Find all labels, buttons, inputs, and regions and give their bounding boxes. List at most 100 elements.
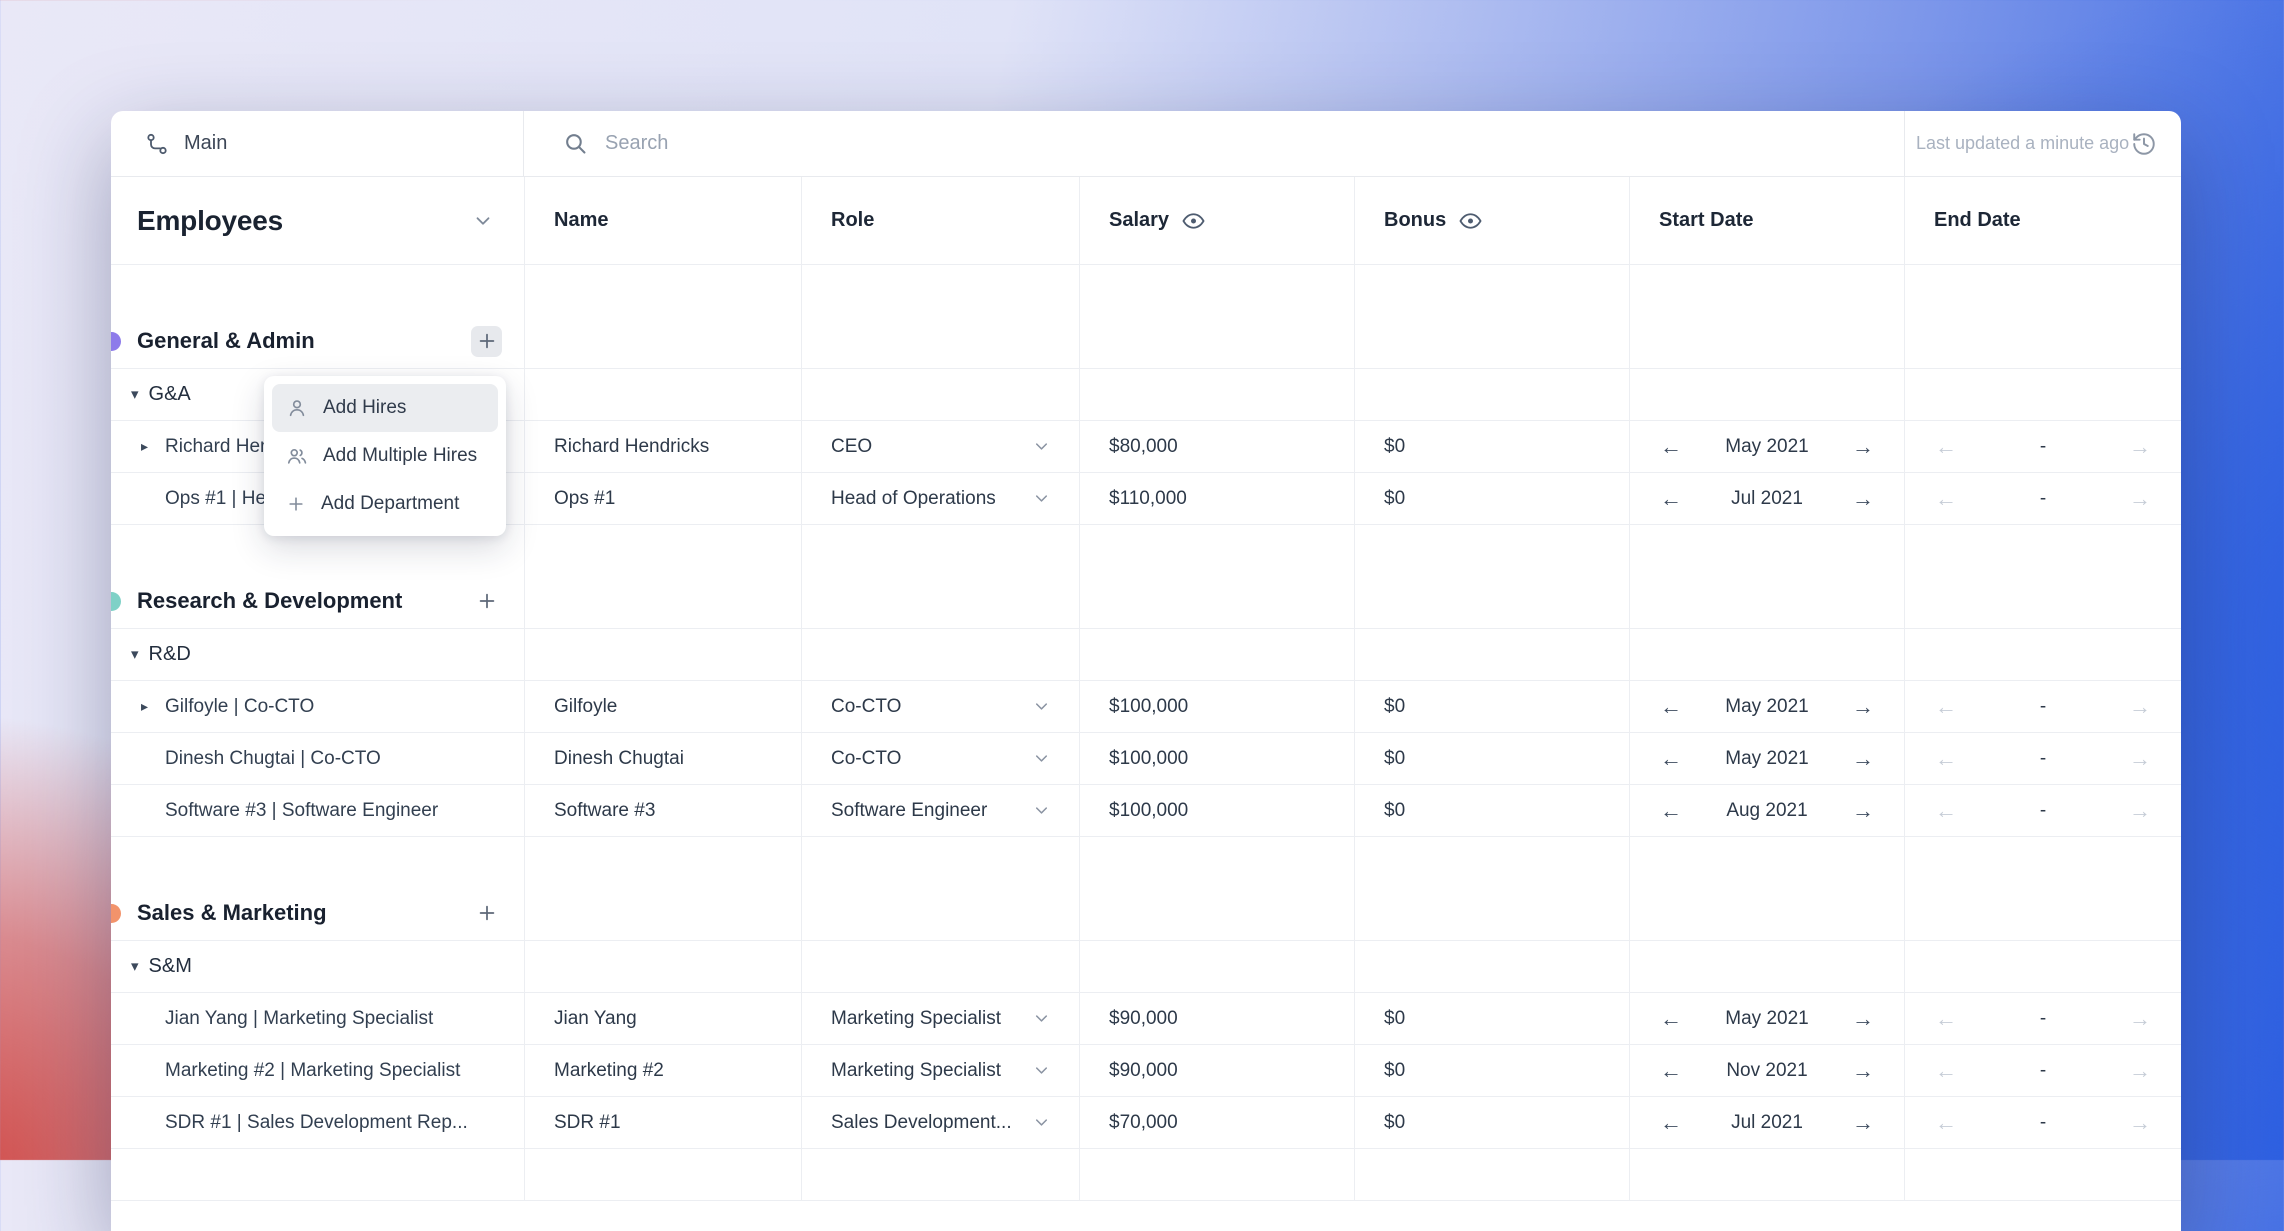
- column-header-bonus[interactable]: Bonus: [1354, 177, 1629, 264]
- column-header-name[interactable]: Name: [524, 177, 801, 264]
- arrow-right-icon[interactable]: →: [2128, 433, 2151, 459]
- arrow-right-icon[interactable]: →: [1851, 745, 1874, 771]
- arrow-right-icon[interactable]: →: [1852, 1057, 1874, 1083]
- arrow-left-icon[interactable]: ←: [1660, 1057, 1682, 1083]
- cell-name[interactable]: Richard Hendricks: [524, 421, 801, 472]
- cell-end-date[interactable]: ← - →: [1904, 421, 2181, 472]
- cell-salary[interactable]: $90,000: [1079, 1045, 1354, 1096]
- menu-item-add-hires[interactable]: Add Hires: [272, 384, 498, 432]
- cell-bonus[interactable]: $0: [1354, 473, 1629, 524]
- add-button-sales-marketing[interactable]: [471, 898, 502, 929]
- cell-start-date[interactable]: ← Aug 2021 →: [1629, 785, 1904, 836]
- arrow-right-icon[interactable]: →: [2128, 797, 2151, 823]
- sheet-selector[interactable]: Employees: [111, 177, 524, 264]
- column-header-end-date[interactable]: End Date: [1904, 177, 2181, 264]
- arrow-left-icon[interactable]: ←: [1660, 797, 1682, 823]
- cell-role[interactable]: Co-CTO: [801, 733, 1079, 784]
- sidebar-item-employee[interactable]: Dinesh Chugtai | Co-CTO: [111, 733, 524, 784]
- sidebar-item-employee[interactable]: Jian Yang | Marketing Specialist: [111, 993, 524, 1044]
- cell-end-date[interactable]: ← - →: [1904, 473, 2181, 524]
- eye-icon[interactable]: [1459, 212, 1482, 229]
- cell-end-date[interactable]: ← - →: [1904, 785, 2181, 836]
- caret-down-icon[interactable]: ▾: [131, 386, 139, 403]
- arrow-left-icon[interactable]: ←: [1660, 485, 1682, 511]
- arrow-right-icon[interactable]: →: [2128, 693, 2151, 719]
- cell-name[interactable]: Dinesh Chugtai: [524, 733, 801, 784]
- arrow-left-icon[interactable]: ←: [1935, 745, 1957, 771]
- cell-end-date[interactable]: ← - →: [1904, 1097, 2181, 1148]
- arrow-right-icon[interactable]: →: [2128, 485, 2151, 511]
- cell-end-date[interactable]: ← - →: [1904, 993, 2181, 1044]
- cell-name[interactable]: Software #3: [524, 785, 801, 836]
- sidebar-item-employee[interactable]: ▸ Gilfoyle | Co-CTO: [111, 681, 524, 732]
- cell-salary[interactable]: $100,000: [1079, 681, 1354, 732]
- cell-bonus[interactable]: $0: [1354, 421, 1629, 472]
- cell-start-date[interactable]: ← May 2021 →: [1629, 681, 1904, 732]
- menu-item-add-department[interactable]: Add Department: [272, 480, 498, 528]
- cell-bonus[interactable]: $0: [1354, 681, 1629, 732]
- column-header-salary[interactable]: Salary: [1079, 177, 1354, 264]
- arrow-right-icon[interactable]: →: [1852, 485, 1874, 511]
- cell-bonus[interactable]: $0: [1354, 1097, 1629, 1148]
- cell-salary[interactable]: $90,000: [1079, 993, 1354, 1044]
- arrow-left-icon[interactable]: ←: [1935, 693, 1957, 719]
- cell-end-date[interactable]: ← - →: [1904, 733, 2181, 784]
- scenario-nav[interactable]: Main: [111, 111, 524, 176]
- cell-bonus[interactable]: $0: [1354, 785, 1629, 836]
- search-bar[interactable]: [524, 111, 1904, 176]
- cell-end-date[interactable]: ← - →: [1904, 1045, 2181, 1096]
- cell-start-date[interactable]: ← May 2021 →: [1629, 993, 1904, 1044]
- search-input[interactable]: [605, 132, 1205, 155]
- arrow-right-icon[interactable]: →: [1852, 1109, 1874, 1135]
- cell-start-date[interactable]: ← May 2021 →: [1629, 421, 1904, 472]
- arrow-left-icon[interactable]: ←: [1935, 433, 1957, 459]
- cell-role[interactable]: Co-CTO: [801, 681, 1079, 732]
- menu-item-add-multiple-hires[interactable]: Add Multiple Hires: [272, 432, 498, 480]
- cell-salary[interactable]: $70,000: [1079, 1097, 1354, 1148]
- eye-icon[interactable]: [1182, 212, 1205, 229]
- caret-down-icon[interactable]: ▾: [131, 958, 139, 975]
- column-header-start-date[interactable]: Start Date: [1629, 177, 1904, 264]
- column-header-role[interactable]: Role: [801, 177, 1079, 264]
- cell-name[interactable]: Marketing #2: [524, 1045, 801, 1096]
- arrow-left-icon[interactable]: ←: [1935, 1109, 1957, 1135]
- cell-name[interactable]: SDR #1: [524, 1097, 801, 1148]
- arrow-left-icon[interactable]: ←: [1660, 433, 1682, 459]
- arrow-right-icon[interactable]: →: [1851, 433, 1874, 459]
- history-icon[interactable]: [2131, 131, 2157, 157]
- arrow-right-icon[interactable]: →: [2128, 1005, 2151, 1031]
- cell-end-date[interactable]: ← - →: [1904, 681, 2181, 732]
- arrow-left-icon[interactable]: ←: [1660, 745, 1682, 771]
- arrow-right-icon[interactable]: →: [1851, 1005, 1874, 1031]
- cell-start-date[interactable]: ← Nov 2021 →: [1629, 1045, 1904, 1096]
- cell-bonus[interactable]: $0: [1354, 733, 1629, 784]
- arrow-right-icon[interactable]: →: [1851, 797, 1874, 823]
- arrow-left-icon[interactable]: ←: [1935, 797, 1957, 823]
- arrow-left-icon[interactable]: ←: [1935, 1057, 1957, 1083]
- cell-name[interactable]: Jian Yang: [524, 993, 801, 1044]
- caret-down-icon[interactable]: ▾: [131, 646, 139, 663]
- add-button-general-admin[interactable]: [471, 325, 502, 357]
- arrow-right-icon[interactable]: →: [2128, 1109, 2151, 1135]
- arrow-left-icon[interactable]: ←: [1935, 485, 1957, 511]
- cell-salary[interactable]: $100,000: [1079, 785, 1354, 836]
- sidebar-item-employee[interactable]: SDR #1 | Sales Development Rep...: [111, 1097, 524, 1148]
- arrow-left-icon[interactable]: ←: [1660, 693, 1682, 719]
- cell-start-date[interactable]: ← May 2021 →: [1629, 733, 1904, 784]
- cell-salary[interactable]: $80,000: [1079, 421, 1354, 472]
- add-button-research-development[interactable]: [471, 586, 502, 617]
- cell-role[interactable]: CEO: [801, 421, 1079, 472]
- cell-role[interactable]: Head of Operations: [801, 473, 1079, 524]
- cell-role[interactable]: Sales Development...: [801, 1097, 1079, 1148]
- arrow-left-icon[interactable]: ←: [1660, 1005, 1682, 1031]
- arrow-right-icon[interactable]: →: [1851, 693, 1874, 719]
- sidebar-item-employee[interactable]: Marketing #2 | Marketing Specialist: [111, 1045, 524, 1096]
- cell-bonus[interactable]: $0: [1354, 1045, 1629, 1096]
- cell-start-date[interactable]: ← Jul 2021 →: [1629, 473, 1904, 524]
- caret-right-icon[interactable]: ▸: [141, 438, 149, 454]
- cell-name[interactable]: Ops #1: [524, 473, 801, 524]
- arrow-right-icon[interactable]: →: [2128, 745, 2151, 771]
- group-toggle-rd[interactable]: ▾ R&D: [111, 629, 524, 680]
- cell-salary[interactable]: $100,000: [1079, 733, 1354, 784]
- cell-role[interactable]: Marketing Specialist: [801, 1045, 1079, 1096]
